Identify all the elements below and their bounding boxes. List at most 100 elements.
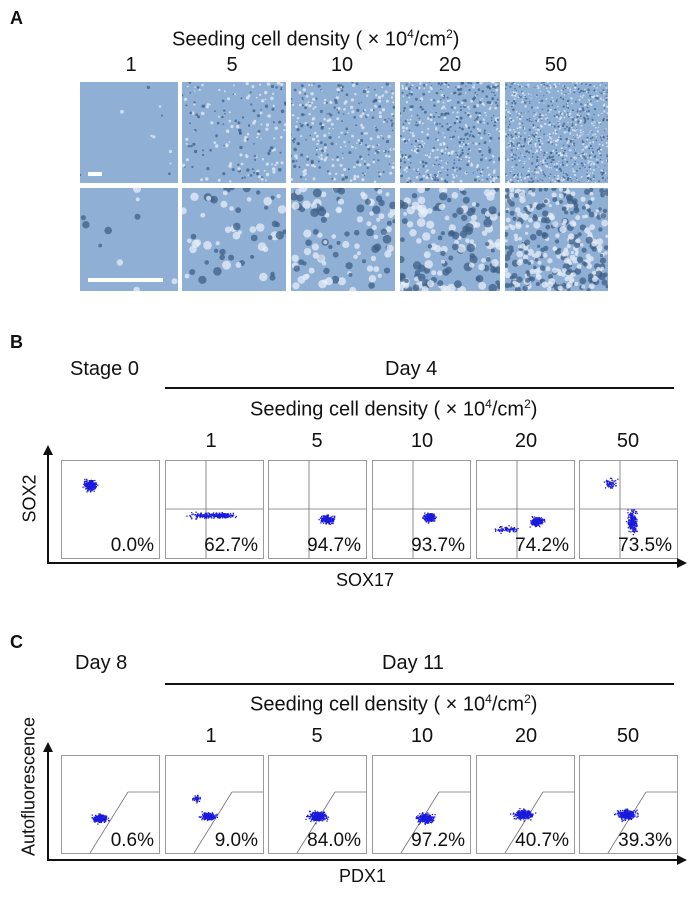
cell-mark bbox=[437, 82, 441, 85]
cell-mark bbox=[517, 114, 519, 116]
event-dot bbox=[207, 812, 210, 814]
cell-mark bbox=[532, 123, 535, 127]
cell-mark bbox=[547, 286, 552, 291]
event-dot bbox=[202, 818, 205, 820]
cell-mark bbox=[563, 172, 565, 174]
event-dot bbox=[88, 487, 91, 489]
cell-mark bbox=[429, 115, 432, 119]
cell-mark bbox=[582, 109, 585, 112]
cell-mark bbox=[301, 113, 305, 117]
cell-mark bbox=[600, 139, 603, 141]
cell-mark bbox=[359, 142, 361, 145]
cell-mark bbox=[448, 127, 451, 129]
cell-mark bbox=[575, 100, 577, 103]
cell-mark bbox=[508, 223, 512, 228]
cell-mark bbox=[540, 83, 543, 86]
cell-mark bbox=[516, 127, 519, 130]
event-dot bbox=[105, 815, 108, 817]
cell-mark bbox=[356, 142, 358, 144]
cell-mark bbox=[240, 97, 243, 100]
cell-mark bbox=[560, 147, 563, 150]
cell-mark bbox=[521, 213, 529, 221]
cell-mark bbox=[559, 125, 562, 128]
cell-mark bbox=[201, 83, 204, 87]
event-dot bbox=[94, 820, 97, 822]
cell-mark bbox=[353, 177, 357, 181]
cell-mark bbox=[449, 99, 452, 102]
cell-mark bbox=[330, 122, 334, 126]
cell-mark bbox=[517, 83, 520, 86]
cell-mark bbox=[538, 145, 542, 149]
event-dot bbox=[191, 512, 193, 514]
cell-mark bbox=[297, 276, 306, 284]
cell-mark bbox=[439, 122, 441, 125]
cell-mark bbox=[491, 85, 495, 88]
event-dot bbox=[609, 481, 611, 483]
event-dot bbox=[501, 530, 504, 532]
cell-mark bbox=[253, 143, 255, 145]
cell-mark bbox=[444, 215, 450, 221]
cell-mark bbox=[439, 143, 443, 146]
cell-mark bbox=[206, 103, 210, 106]
cell-mark bbox=[407, 87, 411, 91]
cell-mark bbox=[527, 140, 530, 143]
cell-mark bbox=[530, 106, 533, 109]
cell-mark bbox=[168, 149, 173, 154]
cell-mark bbox=[409, 108, 413, 112]
cell-mark bbox=[549, 173, 552, 175]
cell-mark bbox=[506, 198, 512, 204]
event-dot bbox=[310, 820, 312, 823]
cell-mark bbox=[542, 171, 544, 173]
cell-mark bbox=[603, 130, 606, 132]
cell-mark bbox=[480, 170, 483, 173]
cell-mark bbox=[260, 137, 262, 140]
event-dot bbox=[632, 529, 634, 531]
cell-mark bbox=[400, 115, 402, 117]
cell-mark bbox=[385, 82, 389, 86]
event-dot bbox=[609, 477, 612, 479]
cell-mark bbox=[433, 173, 437, 177]
cell-mark bbox=[221, 115, 224, 119]
cell-mark bbox=[579, 121, 582, 124]
cell-mark bbox=[516, 250, 523, 258]
cell-mark bbox=[445, 266, 452, 274]
cell-mark bbox=[492, 177, 496, 181]
gate-line bbox=[296, 791, 336, 853]
cell-mark bbox=[408, 154, 412, 158]
cell-mark bbox=[543, 199, 548, 204]
event-dot bbox=[205, 512, 207, 514]
cell-mark bbox=[541, 232, 547, 238]
cell-mark bbox=[588, 211, 595, 218]
cell-mark bbox=[552, 132, 555, 134]
cell-mark bbox=[586, 288, 591, 291]
event-dot bbox=[613, 484, 615, 486]
event-dot bbox=[225, 513, 227, 515]
cell-mark bbox=[549, 181, 552, 183]
event-dot bbox=[328, 523, 330, 525]
cell-mark bbox=[306, 155, 309, 158]
event-dot bbox=[424, 512, 426, 514]
cell-mark bbox=[416, 86, 419, 89]
cell-mark bbox=[298, 188, 308, 193]
cell-mark bbox=[563, 131, 567, 134]
event-dot bbox=[213, 517, 215, 519]
cell-mark bbox=[377, 273, 382, 278]
event-dot bbox=[202, 515, 204, 518]
cell-mark bbox=[458, 149, 460, 152]
event-dot bbox=[213, 817, 215, 819]
cell-mark bbox=[433, 178, 437, 182]
cell-mark bbox=[419, 105, 423, 109]
event-dot bbox=[325, 523, 327, 525]
cell-mark bbox=[512, 108, 515, 112]
cell-mark bbox=[328, 132, 330, 135]
event-dot bbox=[509, 530, 511, 532]
cell-mark bbox=[533, 265, 537, 270]
event-dot bbox=[100, 817, 102, 820]
cell-mark bbox=[272, 167, 276, 171]
cell-mark bbox=[533, 268, 539, 274]
cell-mark bbox=[380, 134, 383, 137]
cell-mark bbox=[452, 111, 454, 114]
cell-mark bbox=[564, 210, 569, 215]
cell-mark bbox=[185, 137, 189, 141]
cell-mark bbox=[603, 110, 606, 113]
